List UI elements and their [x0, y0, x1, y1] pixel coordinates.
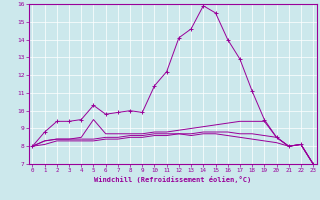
X-axis label: Windchill (Refroidissement éolien,°C): Windchill (Refroidissement éolien,°C) — [94, 176, 252, 183]
